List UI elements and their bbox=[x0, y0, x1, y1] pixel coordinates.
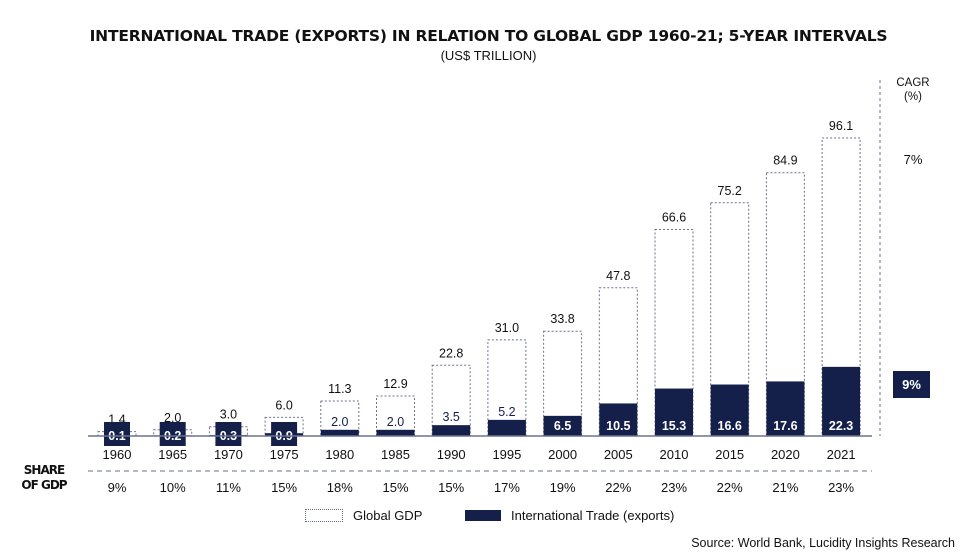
trade-value-label: 2.0 bbox=[331, 415, 348, 429]
gdp-bar bbox=[431, 364, 471, 437]
gdp-value-label: 3.0 bbox=[220, 408, 237, 422]
legend-gdp-swatch bbox=[305, 509, 343, 522]
share-value: 15% bbox=[271, 480, 297, 495]
x-tick-label: 1985 bbox=[381, 447, 410, 462]
trade-label-box bbox=[159, 422, 186, 446]
trade-bar bbox=[822, 366, 861, 436]
x-tick-label: 1975 bbox=[270, 447, 299, 462]
trade-bar bbox=[766, 381, 805, 436]
trade-bar bbox=[655, 388, 693, 436]
gdp-bar bbox=[654, 228, 694, 437]
gdp-value-label: 33.8 bbox=[550, 312, 574, 326]
trade-bar bbox=[543, 415, 582, 436]
trade-bar bbox=[376, 429, 415, 436]
trade-label-box bbox=[271, 422, 298, 446]
trade-value-label: 15.3 bbox=[662, 419, 686, 433]
gdp-value-label: 22.8 bbox=[439, 346, 463, 360]
share-value: 23% bbox=[828, 480, 854, 495]
share-value: 11% bbox=[216, 480, 241, 495]
share-value: 10% bbox=[160, 480, 186, 495]
share-value: 15% bbox=[382, 480, 408, 495]
gdp-value-label: 11.3 bbox=[328, 382, 351, 396]
legend-trade-label: International Trade (exports) bbox=[511, 508, 675, 523]
x-tick-label: 1970 bbox=[214, 447, 243, 462]
share-value: 15% bbox=[438, 480, 464, 495]
trade-bar bbox=[487, 419, 526, 436]
trade-value-label: 2.0 bbox=[387, 415, 404, 429]
share-of-gdp-label: SHARE OF GDP bbox=[21, 463, 67, 492]
trade-bar bbox=[599, 403, 638, 436]
legend-trade: International Trade (exports) bbox=[465, 508, 674, 523]
trade-value-label: 3.5 bbox=[443, 410, 460, 424]
gdp-bar bbox=[208, 426, 248, 437]
trade-bar bbox=[710, 384, 749, 436]
x-tick-label: 2015 bbox=[715, 447, 744, 462]
source-note: Source: World Bank, Lucidity Insights Re… bbox=[691, 536, 955, 550]
trade-value-label: 6.5 bbox=[554, 419, 571, 433]
trade-label-box bbox=[215, 422, 242, 446]
cagr-trade-value: 9% bbox=[893, 371, 930, 398]
gdp-value-label: 2.0 bbox=[164, 411, 181, 425]
x-tick-label: 1965 bbox=[158, 447, 187, 462]
x-tick-label: 1980 bbox=[325, 447, 354, 462]
legend-gdp-label: Global GDP bbox=[353, 508, 423, 523]
share-value: 9% bbox=[108, 480, 127, 495]
share-value: 22% bbox=[717, 480, 743, 495]
x-tick-label: 2005 bbox=[604, 447, 633, 462]
trade-value-label: 5.2 bbox=[498, 405, 515, 419]
trade-value-label: 17.6 bbox=[773, 419, 797, 433]
trade-value-label: 10.5 bbox=[606, 419, 630, 433]
cagr-unit: (%) bbox=[904, 91, 922, 103]
gdp-value-label: 12.9 bbox=[383, 377, 407, 391]
cagr-gdp-value: 7% bbox=[903, 152, 923, 167]
share-value: 22% bbox=[605, 480, 631, 495]
share-value: 23% bbox=[661, 480, 687, 495]
share-value: 21% bbox=[772, 480, 798, 495]
gdp-value-label: 31.0 bbox=[495, 321, 519, 335]
cagr-header: CAGR (%) bbox=[893, 76, 933, 104]
trade-label-box bbox=[104, 422, 130, 446]
gdp-value-label: 47.8 bbox=[606, 269, 630, 283]
x-tick-label: 2020 bbox=[771, 447, 800, 462]
trade-value-label: 16.6 bbox=[718, 419, 742, 433]
chart-subtitle: (US$ TRILLION) bbox=[440, 48, 537, 63]
gdp-value-label: 6.0 bbox=[275, 398, 292, 412]
gdp-value-label: 84.9 bbox=[773, 154, 797, 168]
x-tick-label: 2010 bbox=[660, 447, 689, 462]
legend-trade-swatch bbox=[465, 510, 501, 521]
gdp-value-label: 75.2 bbox=[718, 184, 742, 198]
gdp-value-label: 96.1 bbox=[829, 119, 853, 133]
gdp-bar bbox=[153, 429, 193, 437]
cagr-label: CAGR bbox=[896, 77, 930, 89]
chart-title: INTERNATIONAL TRADE (EXPORTS) IN RELATIO… bbox=[89, 27, 888, 45]
trade-value-label: 22.3 bbox=[829, 419, 853, 433]
share-value: 17% bbox=[494, 480, 520, 495]
x-tick-label: 2021 bbox=[827, 447, 856, 462]
gdp-bar bbox=[710, 202, 750, 437]
trade-bar bbox=[432, 425, 471, 436]
x-tick-label: 2000 bbox=[548, 447, 577, 462]
x-tick-label: 1960 bbox=[103, 447, 132, 462]
gdp-value-label: 66.6 bbox=[662, 210, 686, 224]
x-tick-label: 1990 bbox=[437, 447, 466, 462]
legend-gdp: Global GDP bbox=[305, 508, 422, 523]
x-tick-label: 1995 bbox=[492, 447, 521, 462]
share-value: 19% bbox=[550, 480, 576, 495]
trade-bar bbox=[320, 429, 359, 436]
share-value: 18% bbox=[327, 480, 353, 495]
